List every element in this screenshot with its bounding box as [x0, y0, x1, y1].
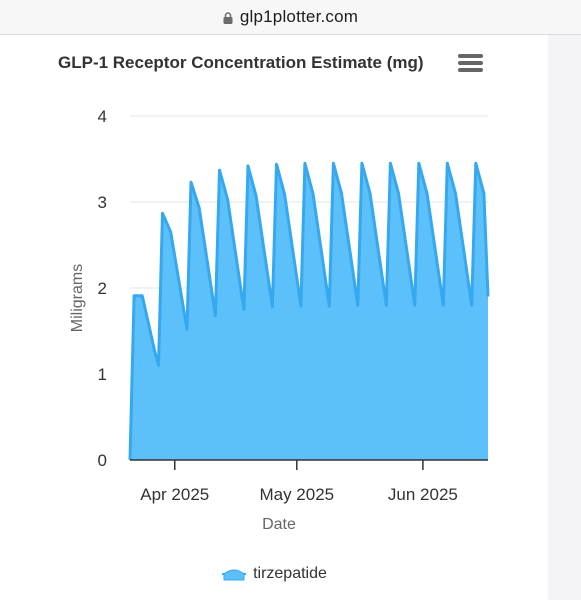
x-tick-label: Jun 2025: [388, 485, 458, 504]
y-axis-title: Miligrams: [69, 264, 86, 332]
hamburger-menu-icon: [458, 54, 483, 58]
url-host: glp1plotter.com: [239, 7, 359, 26]
chart-title: GLP-1 Receptor Concentration Estimate (m…: [58, 53, 424, 72]
x-axis-title: Date: [262, 516, 296, 533]
x-tick-label: May 2025: [259, 485, 334, 504]
hamburger-menu-icon: [458, 68, 483, 72]
series-area-fill: [130, 163, 488, 461]
lock-icon: [223, 12, 233, 24]
side-strip: [548, 35, 581, 600]
y-tick-label: 3: [98, 193, 107, 212]
hamburger-menu-icon: [458, 61, 483, 65]
axes: [130, 459, 488, 470]
legend-label: tirzepatide: [253, 565, 327, 582]
series-line: [128, 161, 490, 461]
y-tick-label: 4: [98, 107, 107, 126]
series-area: [128, 161, 490, 461]
y-tick-label: 0: [98, 451, 107, 470]
chart-menu-button[interactable]: [455, 50, 485, 76]
y-tick-label: 1: [98, 365, 107, 384]
axis-labels: 0 1 2 3 4 Apr 2025 May 2025 Jun 2025 Date Miligra…: [69, 107, 458, 533]
x-tick-label: Apr 2025: [140, 485, 209, 504]
y-tick-label: 2: [98, 279, 107, 298]
browser-url-bar[interactable]: glp1plotter.com: [0, 0, 581, 35]
legend[interactable]: tirzepatide: [0, 565, 548, 583]
legend-swatch-icon: [222, 569, 247, 581]
